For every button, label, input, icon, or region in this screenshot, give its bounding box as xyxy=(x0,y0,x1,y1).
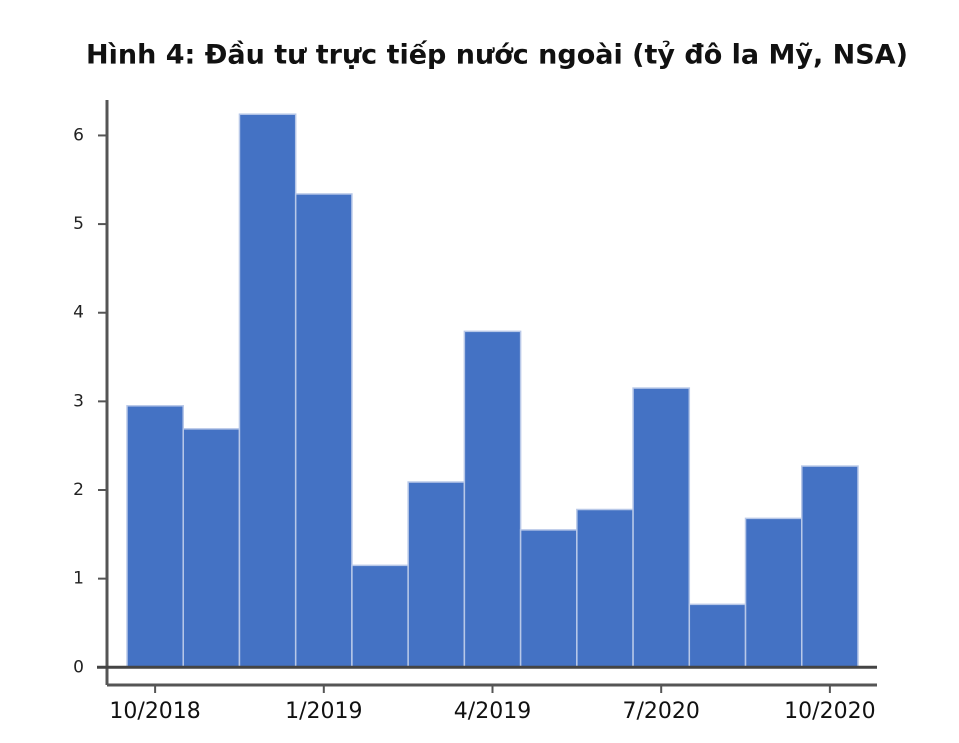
bar xyxy=(294,193,353,669)
bar xyxy=(801,465,859,669)
bar xyxy=(688,603,747,669)
bar xyxy=(576,508,634,669)
bar xyxy=(463,330,522,669)
x-tick-label: 10/2020 xyxy=(784,699,875,724)
y-tick-label: 5 xyxy=(73,214,84,234)
bar xyxy=(351,564,409,669)
x-tick-label: 10/2018 xyxy=(109,699,200,724)
bar xyxy=(126,405,184,669)
y-tick-label: 4 xyxy=(73,303,84,323)
bar xyxy=(238,113,297,669)
y-tick-label: 2 xyxy=(73,480,84,500)
bar xyxy=(519,529,578,669)
x-tick-label: 4/2019 xyxy=(454,699,531,724)
bar xyxy=(182,428,241,669)
bar xyxy=(744,517,803,669)
y-tick-label: 6 xyxy=(73,125,84,145)
x-tick-label: 7/2020 xyxy=(622,699,699,724)
bar xyxy=(407,481,466,669)
x-tick-label: 1/2019 xyxy=(285,699,362,724)
y-tick-label: 1 xyxy=(73,569,84,589)
y-tick-label: 0 xyxy=(73,657,84,677)
bar xyxy=(632,387,691,669)
chart-title: Hình 4: Đầu tư trực tiếp nước ngoài (tỷ … xyxy=(86,40,908,71)
y-tick-label: 3 xyxy=(73,391,84,411)
